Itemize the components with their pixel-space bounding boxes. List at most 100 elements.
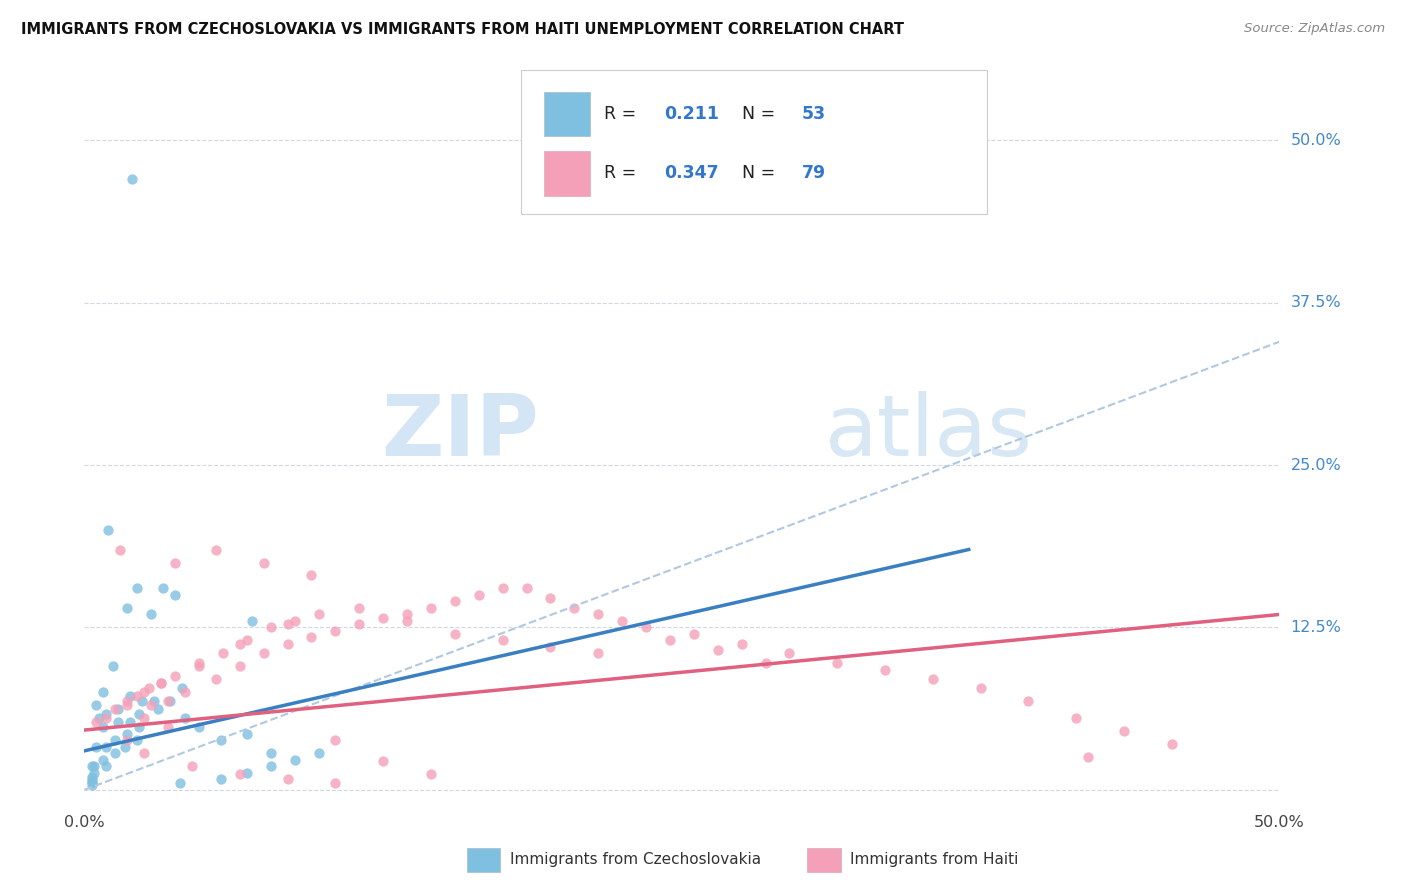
Point [277,616,299,631]
Point [240,614,263,628]
Text: 12.5%: 12.5% [1291,620,1341,635]
Point [253,556,276,570]
Point [86,715,108,730]
Point [209,733,232,747]
Point [229,637,252,651]
Point [125,733,148,747]
Point [229,767,252,781]
Point [117,694,139,708]
Point [301,630,323,644]
Point [128,707,150,722]
Point [97,523,120,537]
Point [132,685,156,699]
Point [205,673,228,687]
Point [165,556,187,570]
Point [125,582,148,596]
FancyBboxPatch shape [520,70,987,214]
Point [373,611,395,625]
Point [349,616,371,631]
Point [128,721,150,735]
Point [107,702,129,716]
Point [492,582,515,596]
Point [132,711,156,725]
Point [94,707,117,722]
FancyBboxPatch shape [467,848,501,871]
FancyBboxPatch shape [807,848,841,871]
Text: 50.0%: 50.0% [1291,133,1341,148]
Point [444,594,467,608]
Text: 79: 79 [801,164,825,183]
Point [564,601,586,615]
Point [117,601,139,615]
Text: Source: ZipAtlas.com: Source: ZipAtlas.com [1244,22,1385,36]
Point [188,656,211,670]
Text: 0.211: 0.211 [664,105,718,123]
Point [325,624,347,639]
Point [284,614,307,628]
Point [132,747,156,761]
Point [104,733,127,747]
Point [131,694,153,708]
Point [683,627,706,641]
Point [236,633,259,648]
Point [117,727,139,741]
Point [86,698,108,713]
Point [308,607,330,622]
Point [121,172,143,186]
Point [308,747,330,761]
Text: 37.5%: 37.5% [1291,295,1341,310]
Point [117,733,139,747]
Point [492,633,515,648]
Point [260,759,283,773]
Point [169,776,191,790]
Point [141,698,163,713]
Point [83,766,105,780]
Point [80,778,103,792]
Point [209,772,232,787]
Point [444,627,467,641]
Point [1066,711,1088,725]
Point [104,702,127,716]
Point [779,647,801,661]
Point [159,694,181,708]
Point [731,637,754,651]
Point [875,663,897,677]
Point [157,721,180,735]
Text: Immigrants from Czechoslovakia: Immigrants from Czechoslovakia [510,853,761,867]
Point [755,656,778,670]
Point [101,659,124,673]
Point [277,637,299,651]
Point [540,591,562,605]
Point [396,607,419,622]
Point [229,659,252,673]
Point [93,753,115,767]
Text: ZIP: ZIP [381,391,538,475]
Text: 25.0%: 25.0% [1291,458,1341,473]
Point [173,711,195,725]
Point [396,614,419,628]
Point [707,642,730,657]
Point [93,685,115,699]
Point [165,668,187,682]
Point [468,588,491,602]
Point [148,702,170,716]
Point [125,690,148,704]
Point [636,620,658,634]
Point [94,739,117,754]
Point [236,727,259,741]
Point [165,588,187,602]
Point [373,754,395,768]
Point [80,772,103,787]
Text: Immigrants from Haiti: Immigrants from Haiti [851,853,1019,867]
Point [277,772,299,787]
Point [141,607,163,622]
Point [172,681,194,696]
Point [349,601,371,615]
Point [114,739,136,754]
FancyBboxPatch shape [544,152,591,195]
Point [659,633,682,648]
Point [188,721,211,735]
Point [420,767,443,781]
Point [110,542,132,557]
Point [152,582,174,596]
